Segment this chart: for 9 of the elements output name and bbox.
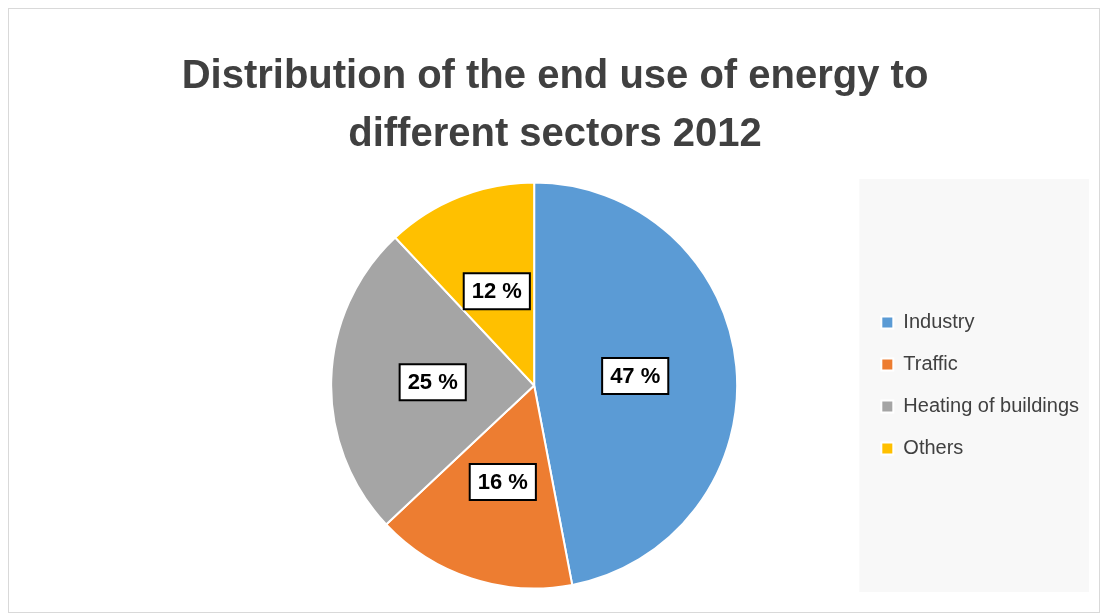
legend-label: Industry xyxy=(903,310,975,333)
data-label: 12 % xyxy=(471,278,522,304)
data-label: 16 % xyxy=(477,469,528,495)
data-label: 47 % xyxy=(610,363,661,389)
legend-label: Traffic xyxy=(903,352,958,375)
chart-title: Distribution of the end use of energy to different sectors 2012 xyxy=(180,51,930,156)
legend-label: Others xyxy=(903,436,964,459)
legend-label: Heating of buildings xyxy=(903,394,1080,417)
data-label: 25 % xyxy=(407,369,458,395)
